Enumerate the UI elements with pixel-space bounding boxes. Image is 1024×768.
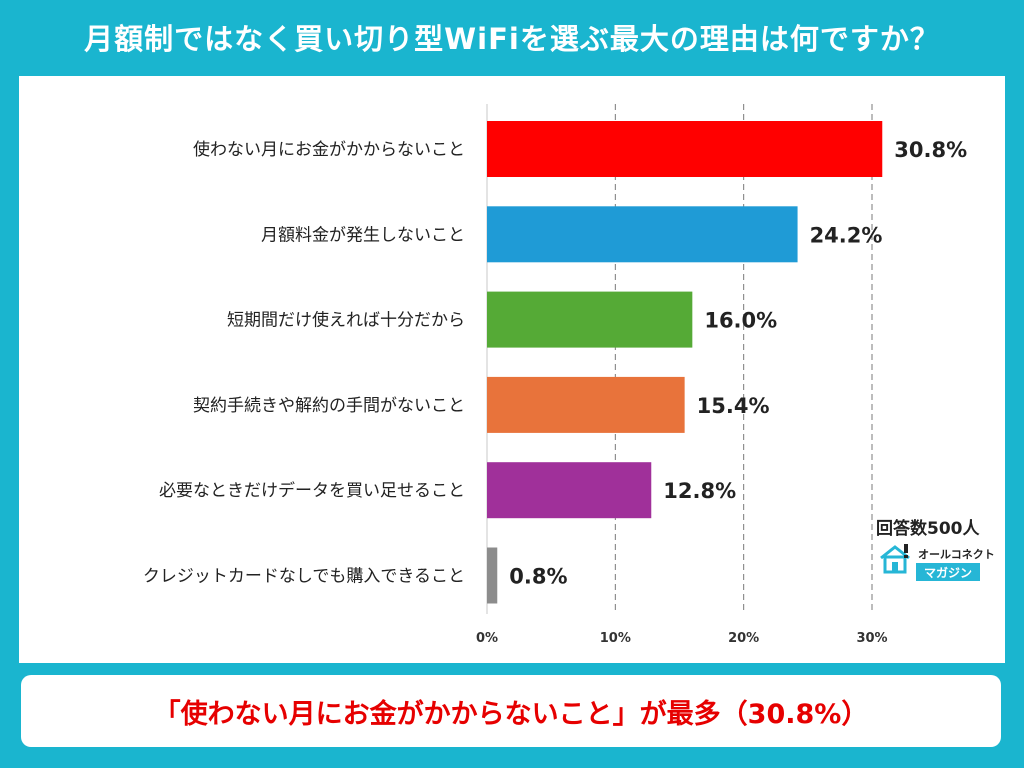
bar: [487, 462, 652, 519]
value-label: 15.4%: [697, 394, 770, 418]
category-label: 契約手続きや解約の手間がないこと: [193, 396, 465, 416]
category-label: 必要なときだけデータを買い足せること: [159, 480, 465, 501]
chart-panel: 0% 10% 20% 30% 使わない月にお金がかからないこと 30.8% 月額料金が発生し…: [19, 76, 1005, 663]
summary-banner: 「使わない月にお金がかからないこと」が最多（30.8%）: [21, 675, 1001, 747]
category-label: 月額料金が発生しないこと: [261, 225, 465, 245]
value-label: 0.8%: [509, 565, 567, 589]
x-tick-label: 30%: [856, 631, 887, 646]
value-label: 12.8%: [663, 479, 736, 503]
bar-chart: 0% 10% 20% 30% 使わない月にお金がかからないこと 30.8% 月額料金が発生し…: [143, 104, 967, 646]
bar: [487, 547, 498, 604]
chart-title: 月額制ではなく買い切り型WiFiを選ぶ最大の理由は何ですか？: [84, 22, 940, 56]
bar: [487, 376, 685, 433]
logo-brand-bottom: マガジン: [916, 563, 981, 581]
category-label: 短期間だけ使えれば十分だから: [227, 310, 465, 331]
bar: [487, 121, 883, 177]
respondent-count: 回答数500人: [876, 519, 980, 539]
category-label: 使わない月にお金がかからないこと: [193, 139, 465, 160]
x-tick-label: 0%: [476, 631, 498, 646]
bar: [487, 206, 798, 263]
bar: [487, 291, 693, 348]
x-tick-label: 10%: [600, 631, 631, 646]
value-label: 24.2%: [810, 223, 883, 247]
source-box: 回答数500人 オールコネクト マガジン: [876, 514, 1006, 584]
value-label: 30.8%: [894, 138, 967, 162]
logo-brand-top: オールコネクト: [918, 548, 995, 561]
category-label: クレジットカードなしでも購入できること: [143, 567, 465, 587]
house-logo-icon: [880, 544, 910, 574]
value-label: 16.0%: [704, 309, 777, 333]
x-tick-label: 20%: [728, 631, 759, 646]
